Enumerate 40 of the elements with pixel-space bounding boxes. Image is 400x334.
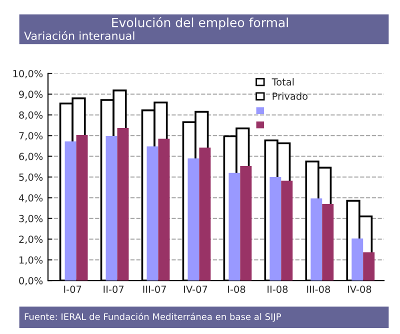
bar [310, 198, 322, 281]
chart-subtitle: Variación interanual [24, 30, 134, 40]
y-tick-label: 9,0% [19, 90, 43, 100]
bar [117, 128, 129, 281]
y-tick-label: 8,0% [19, 111, 43, 120]
bar [76, 134, 88, 281]
x-tick-label: I-08 [228, 286, 246, 293]
x-tick-label: I-07 [64, 286, 82, 293]
bar [270, 177, 282, 281]
y-tick-label: 6,0% [19, 152, 43, 162]
bar [281, 180, 293, 281]
x-tick-label: II-08 [268, 286, 288, 293]
source-note: Fuente: IERAL de Fundación Mediterránea en base al SIJP [24, 312, 281, 322]
y-tick-label: 10,0% [13, 70, 43, 78]
x-tick-label: III-08 [307, 286, 330, 293]
x-tick-label: IV-07 [184, 286, 208, 293]
y-tick-label: 5,0% [19, 174, 43, 182]
legend-label: Total [272, 78, 294, 86]
bar [363, 252, 375, 281]
bar [322, 204, 334, 281]
y-tick-label: 1,0% [20, 256, 43, 265]
bar [146, 146, 158, 281]
bar [352, 238, 364, 281]
y-tick-label: 4,0% [18, 194, 43, 203]
bar [106, 136, 118, 281]
y-tick-label: 3,0% [19, 214, 43, 224]
x-tick-label: III-07 [143, 286, 166, 293]
x-tick-label: IV-08 [348, 286, 372, 293]
bar [228, 172, 240, 281]
y-tick-label: 7,0% [19, 132, 43, 140]
legend-label: Privado [272, 92, 308, 100]
bar [64, 141, 76, 281]
bar [240, 166, 252, 281]
y-tick-label: 2,0% [19, 236, 43, 244]
bar [158, 138, 170, 281]
chart-title: Evolución del empleo formal [112, 17, 288, 30]
bar [199, 148, 211, 281]
x-tick-label: II-07 [104, 286, 124, 293]
y-tick-label: 0,0% [19, 277, 43, 286]
bar [188, 158, 200, 281]
